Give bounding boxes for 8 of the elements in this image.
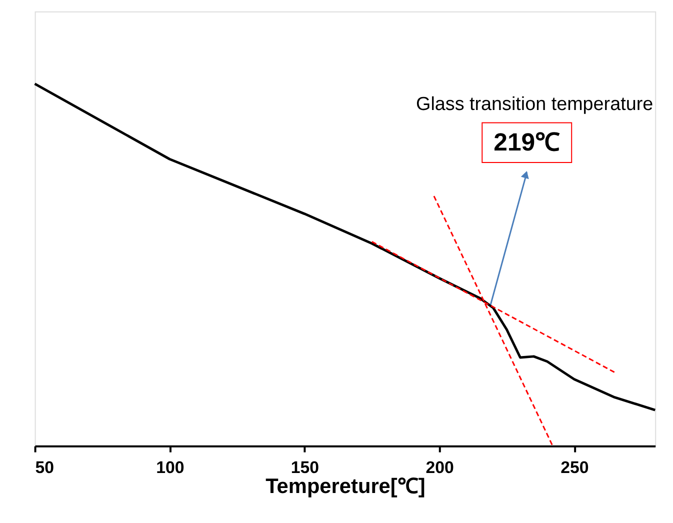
- x-tick-label: 250: [560, 458, 589, 478]
- annotation: Glass transition temperature: [416, 94, 654, 115]
- x-tick-label: 100: [156, 458, 184, 478]
- x-axis-title: Tempereture[℃]: [266, 475, 426, 498]
- annotation: 219℃: [494, 130, 560, 157]
- x-tick-label: 200: [426, 458, 454, 478]
- x-tick-label: 150: [290, 458, 320, 478]
- x-tick-label: 50: [35, 458, 54, 478]
